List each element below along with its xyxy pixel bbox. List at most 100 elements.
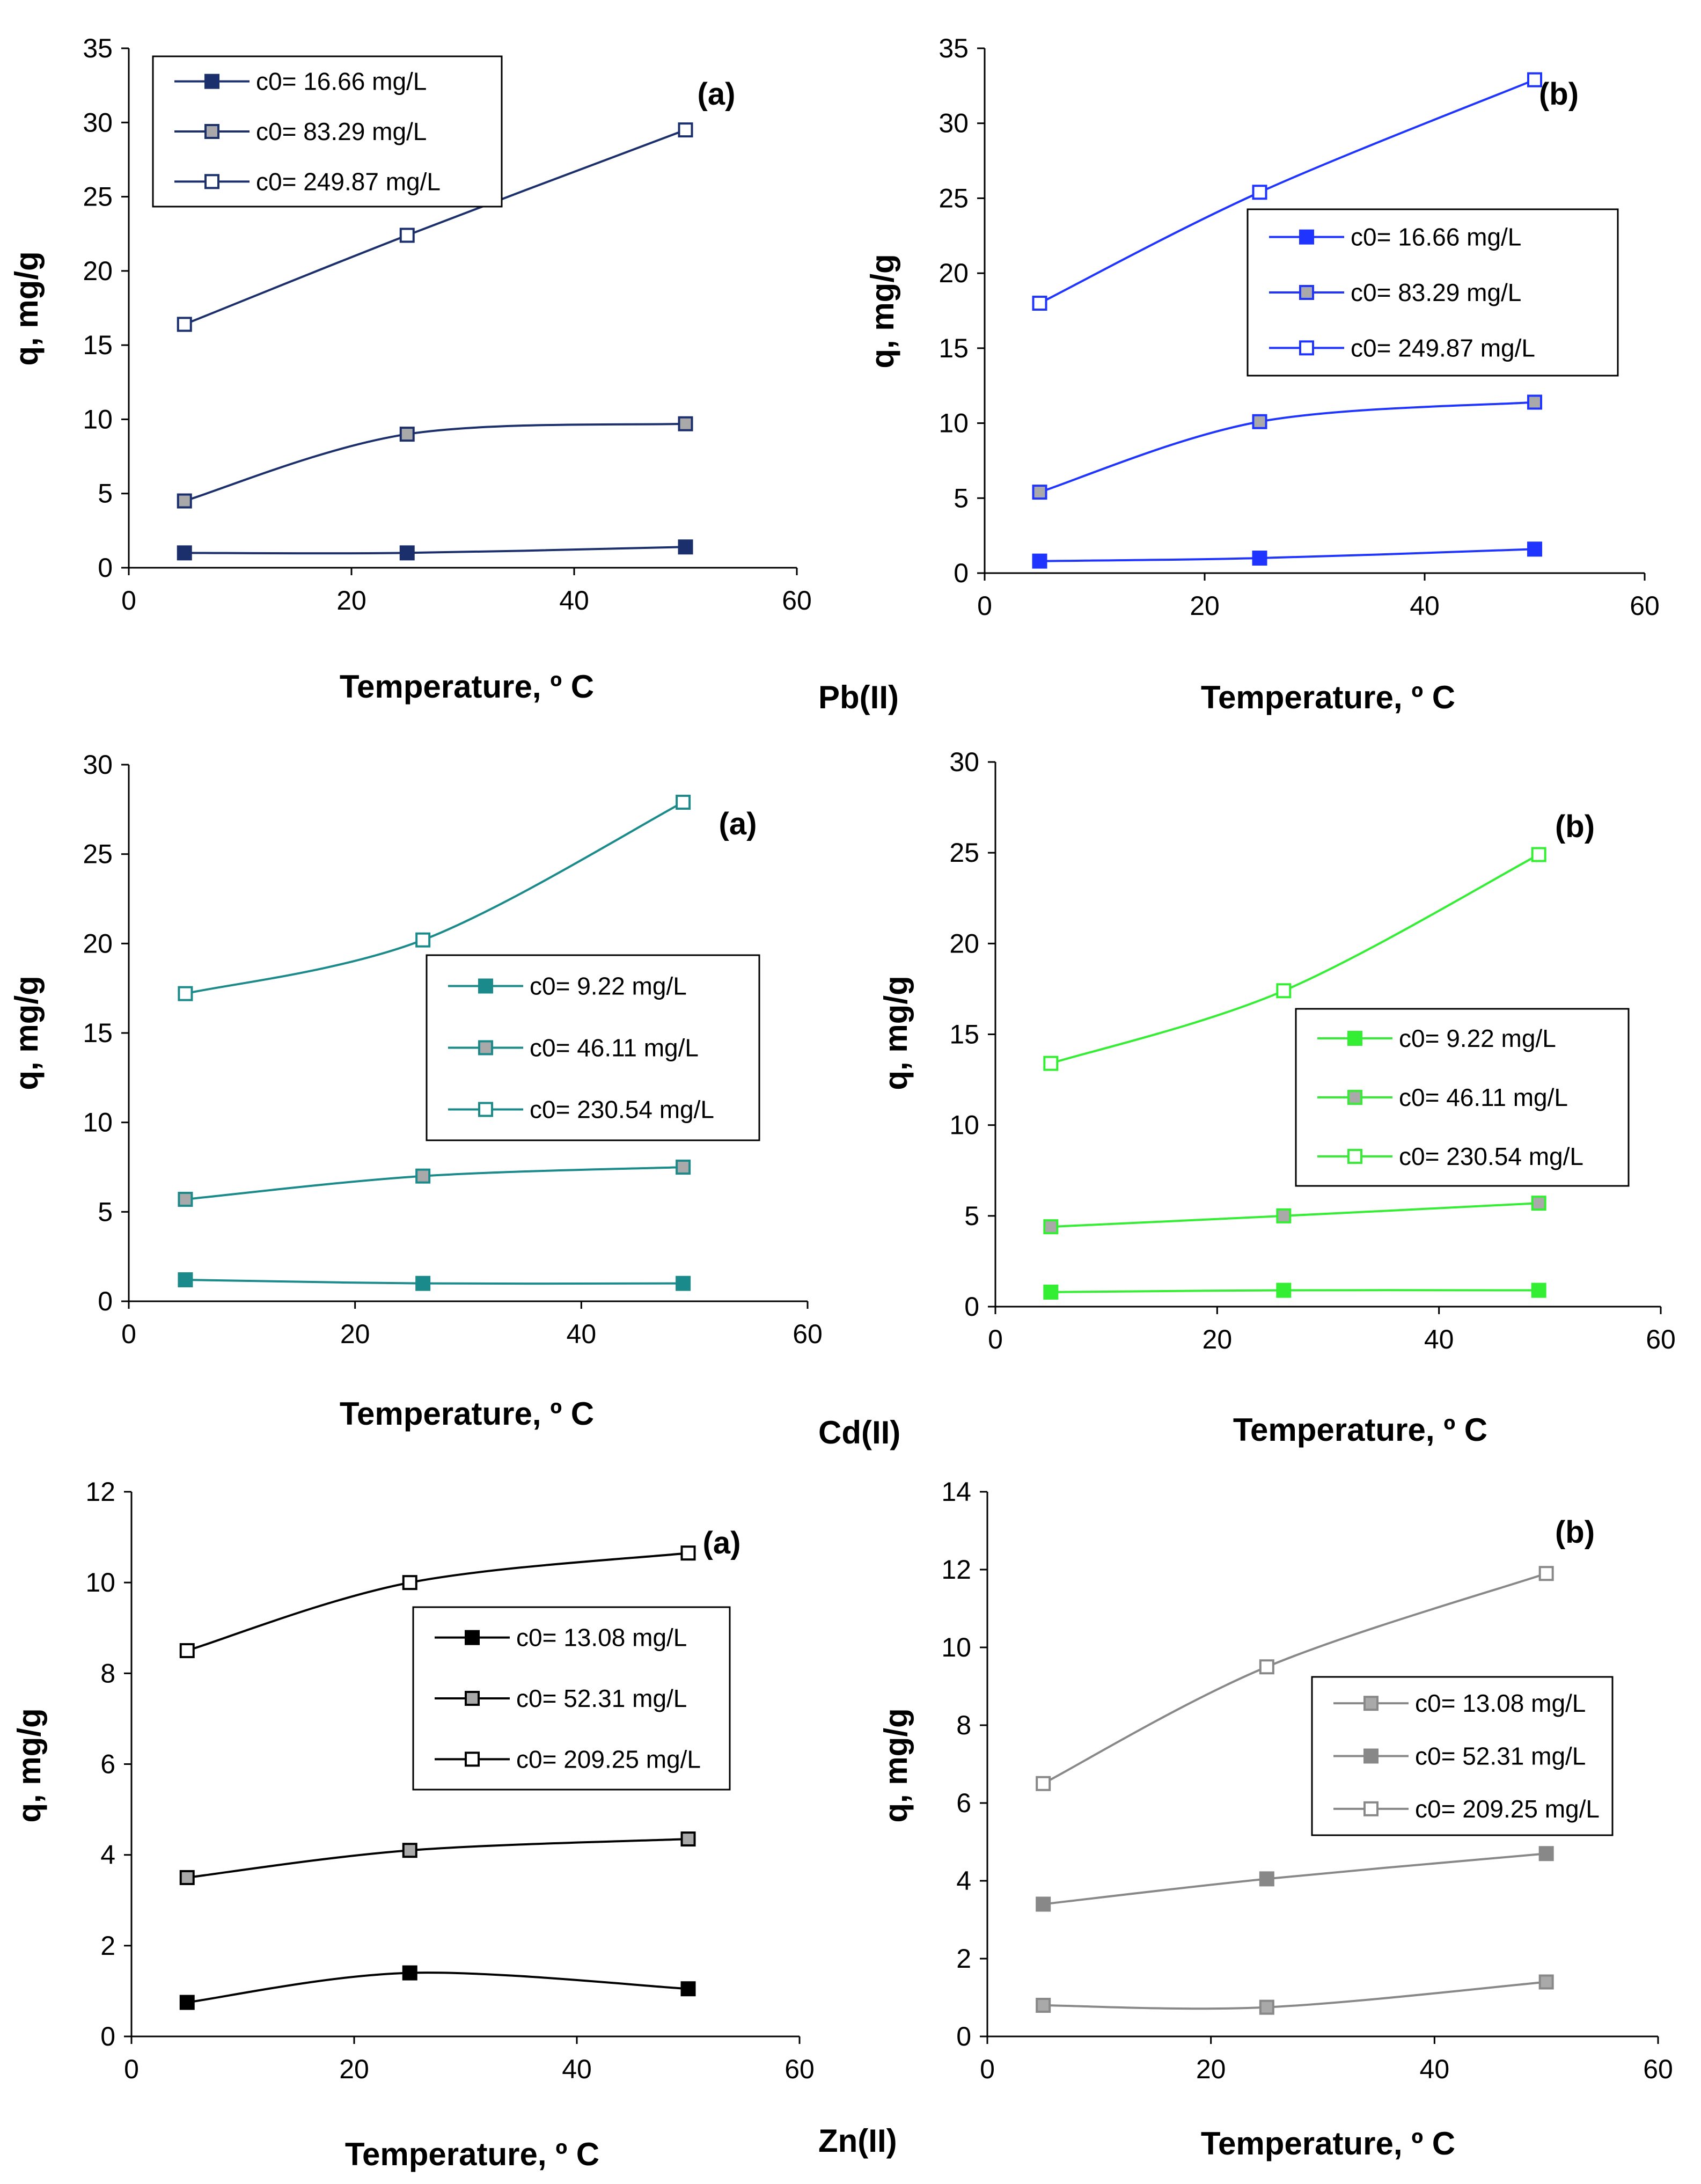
series-line xyxy=(184,546,686,555)
x-tick-label: 40 xyxy=(1420,2054,1450,2084)
x-tick-label: 60 xyxy=(793,1319,823,1349)
series-2 xyxy=(1036,1846,1554,1912)
legend-entry: c0= 9.22 mg/L xyxy=(1399,1024,1556,1052)
data-point xyxy=(1276,1282,1292,1298)
y-tick-label: 5 xyxy=(98,1197,113,1227)
legend-entry: c0= 9.22 mg/L xyxy=(530,972,687,1000)
y-tick-label: 20 xyxy=(83,928,113,958)
data-point xyxy=(1032,296,1047,311)
x-tick-label: 0 xyxy=(977,591,992,621)
data-point xyxy=(1276,1208,1292,1223)
data-point xyxy=(676,1276,691,1291)
y-tick-label: 30 xyxy=(83,107,113,137)
y-tick-label: 0 xyxy=(98,1286,113,1316)
y-tick-label: 30 xyxy=(949,747,979,777)
data-point xyxy=(1043,1284,1059,1300)
chart-6: 0 2 4 6 8 10 12 14 0 20 40 60 Temperature, º C q, mg/… xyxy=(878,1477,1673,2161)
x-tick-label: 0 xyxy=(124,2054,139,2084)
legend-entry: c0= 209.25 mg/L xyxy=(516,1745,701,1773)
legend-swatch-marker xyxy=(478,1040,493,1056)
chart-5: 0 2 4 6 8 10 12 0 20 40 60 Temperature, º C q, mg/g (… xyxy=(11,1477,815,2172)
data-point xyxy=(678,122,693,138)
chart-4: 0 5 10 15 20 25 30 0 20 40 60 Temperature, º C q, mg… xyxy=(878,747,1676,1448)
legend: c0= 16.66 mg/L c0= 83.29 mg/L c0= 249.87 m… xyxy=(1247,208,1619,377)
data-point xyxy=(399,427,415,442)
y-tick-label: 5 xyxy=(964,1201,979,1231)
panel-label: (a) xyxy=(698,77,736,112)
y-tick-label: 15 xyxy=(83,330,113,360)
series-3 xyxy=(179,1545,696,1659)
legend-swatch-marker xyxy=(1299,229,1314,245)
legend-swatch-marker xyxy=(1347,1090,1362,1105)
legend: c0= 16.66 mg/L c0= 83.29 mg/L c0= 249.87 m… xyxy=(152,55,503,208)
metal-label-pb: Pb(II) xyxy=(818,679,899,715)
x-tick-label: 20 xyxy=(340,1319,370,1349)
y-tick-label: 8 xyxy=(956,1710,971,1740)
chart-2: 0 5 10 15 20 25 30 35 0 20 40 60 Temperature, º C q, … xyxy=(864,33,1660,715)
metal-label-zn: Zn(II) xyxy=(818,2123,897,2159)
y-tick-label: 4 xyxy=(100,1840,115,1870)
y-axis-label: q, mg/g xyxy=(11,1708,47,1822)
y-tick-label: 30 xyxy=(939,108,969,138)
x-tick-label: 0 xyxy=(988,1324,1003,1354)
x-axis-label: Temperature, º C xyxy=(340,669,594,705)
data-point xyxy=(1036,1998,1051,2013)
series-line xyxy=(1051,1202,1539,1228)
y-tick-label: 8 xyxy=(100,1658,115,1688)
legend-swatch-marker xyxy=(465,1691,480,1706)
y-tick-label: 6 xyxy=(956,1788,971,1818)
legend-entry: c0= 52.31 mg/L xyxy=(516,1684,687,1712)
y-tick-label: 0 xyxy=(98,553,113,583)
legend-swatch-marker xyxy=(478,978,493,994)
data-point xyxy=(178,1192,193,1207)
legend-swatch-marker xyxy=(204,124,219,139)
y-tick-label: 35 xyxy=(83,33,113,63)
x-axis-label: Temperature, º C xyxy=(1233,1412,1487,1448)
data-point xyxy=(1259,1871,1274,1887)
x-axis-label: Temperature, º C xyxy=(1201,2126,1455,2161)
y-axis-label: q, mg/g xyxy=(878,976,914,1090)
legend-entry: c0= 83.29 mg/L xyxy=(1351,279,1521,306)
data-point xyxy=(678,539,693,555)
series-2 xyxy=(177,416,693,509)
series-line xyxy=(1039,548,1535,562)
data-point xyxy=(1527,394,1542,410)
x-tick-label: 40 xyxy=(559,585,589,615)
data-point xyxy=(402,1965,417,1981)
data-point xyxy=(177,317,192,332)
y-tick-label: 10 xyxy=(83,404,113,434)
chart-1: 0 5 10 15 20 25 30 35 0 20 40 60 Temperature, º C q, … xyxy=(9,33,812,705)
panel-label: (b) xyxy=(1555,809,1595,844)
series-1 xyxy=(177,539,693,561)
x-tick-label: 20 xyxy=(339,2054,369,2084)
y-axis-label: q, mg/g xyxy=(9,251,45,365)
x-tick-label: 60 xyxy=(784,2054,815,2084)
series-line xyxy=(184,422,686,502)
legend-entry: c0= 46.11 mg/L xyxy=(530,1034,699,1062)
data-point xyxy=(415,932,431,948)
y-tick-label: 25 xyxy=(949,838,979,868)
y-tick-label: 10 xyxy=(949,1110,979,1140)
y-tick-label: 4 xyxy=(956,1866,971,1896)
series-line xyxy=(187,1972,688,2004)
data-point xyxy=(1032,485,1047,500)
y-tick-label: 5 xyxy=(98,479,113,509)
y-tick-label: 15 xyxy=(949,1020,979,1050)
x-tick-label: 0 xyxy=(121,1319,136,1349)
legend-entry: c0= 13.08 mg/L xyxy=(1415,1689,1586,1717)
metal-label-cd: Cd(II) xyxy=(818,1415,900,1450)
y-axis-label: q, mg/g xyxy=(9,976,45,1090)
legend-swatch-marker xyxy=(1347,1031,1362,1046)
data-point xyxy=(1259,1659,1274,1675)
legend: c0= 9.22 mg/L c0= 46.11 mg/L c0= 230.54 mg… xyxy=(426,954,760,1141)
legend-swatch-marker xyxy=(465,1751,480,1767)
x-tick-label: 40 xyxy=(1410,591,1440,621)
legend-swatch-marker xyxy=(465,1630,480,1645)
legend-entry: c0= 13.08 mg/L xyxy=(516,1624,687,1652)
y-tick-label: 0 xyxy=(964,1292,979,1322)
legend: c0= 13.08 mg/L c0= 52.31 mg/L c0= 209.25 m… xyxy=(412,1606,731,1791)
series-line xyxy=(1043,1981,1546,2010)
x-tick-label: 60 xyxy=(1630,591,1660,621)
y-tick-label: 15 xyxy=(939,333,969,363)
data-point xyxy=(415,1168,431,1184)
